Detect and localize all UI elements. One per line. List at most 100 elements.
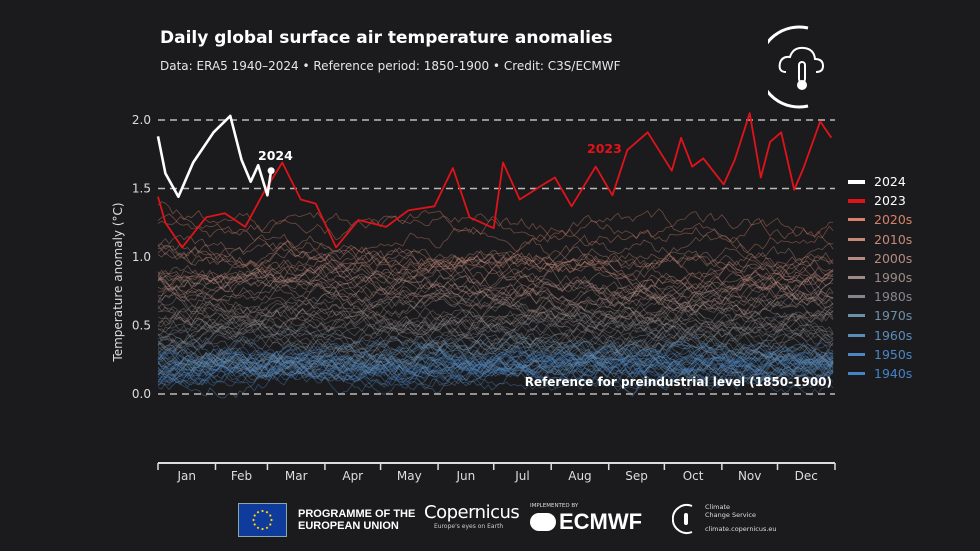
decade-line-1960s bbox=[157, 348, 834, 384]
decade-line-2020s bbox=[157, 201, 834, 253]
legend-item-2020s: 2020s bbox=[848, 210, 912, 229]
eu-star-icon bbox=[256, 511, 260, 514]
decade-line-1940s bbox=[157, 344, 834, 385]
legend-swatch bbox=[848, 352, 865, 356]
decade-lines bbox=[157, 201, 834, 399]
chart-subtitle: Data: ERA5 1940–2024 • Reference period:… bbox=[160, 59, 621, 73]
legend-label: 1970s bbox=[874, 308, 913, 324]
decade-line-2000s bbox=[157, 268, 834, 309]
x-tick-label-nov: Nov bbox=[738, 469, 761, 483]
x-tick-label-jun: Jun bbox=[456, 469, 476, 483]
decade-line-1980s bbox=[157, 313, 834, 351]
eu-star-icon bbox=[253, 514, 256, 517]
decade-line-1980s bbox=[157, 314, 834, 350]
decade-line-1950s bbox=[157, 348, 834, 386]
legend-item-1980s: 1980s bbox=[848, 287, 912, 306]
x-tick-label-feb: Feb bbox=[231, 469, 252, 483]
decade-line-1970s bbox=[157, 332, 834, 383]
decade-line-1990s bbox=[157, 292, 834, 333]
eu-star-icon bbox=[256, 526, 260, 529]
label-2023: 2023 bbox=[587, 141, 622, 156]
decade-line-1990s bbox=[157, 290, 834, 336]
ecmwf-symbol-icon bbox=[530, 513, 556, 531]
decade-line-1980s bbox=[157, 305, 834, 345]
y-tick-label: 1.5 bbox=[132, 182, 151, 196]
decade-line-1990s bbox=[157, 293, 834, 334]
decade-line-2010s bbox=[157, 228, 834, 283]
decade-line-2010s bbox=[157, 234, 834, 290]
decade-line-1970s bbox=[157, 334, 834, 381]
x-tick-label-mar: Mar bbox=[285, 469, 308, 483]
legend-label: 2023 bbox=[874, 193, 906, 209]
y-tick-label: 1.0 bbox=[132, 250, 151, 264]
decade-line-1950s bbox=[157, 346, 834, 385]
eu-star-icon bbox=[265, 511, 269, 514]
decade-line-1960s bbox=[157, 347, 834, 382]
legend: 2024 2023 2020s 2010s 2000s 1990s 1980s 1970s 19… bbox=[848, 172, 912, 383]
decade-line-1940s bbox=[157, 347, 834, 386]
copernicus-logo: Copernicus Europe's eyes on Earth bbox=[424, 502, 520, 530]
decade-line-1950s bbox=[157, 346, 834, 389]
decade-line-1980s bbox=[157, 313, 834, 360]
decade-line-1950s bbox=[157, 342, 834, 386]
decade-line-1940s bbox=[157, 340, 834, 392]
legend-item-1940s: 1940s bbox=[848, 364, 912, 383]
eu-star-icon bbox=[261, 527, 264, 531]
y-tick-label: 0.5 bbox=[132, 319, 151, 333]
eu-star-icon bbox=[253, 523, 256, 526]
decade-line-2000s bbox=[157, 266, 834, 311]
series-line-2023 bbox=[157, 112, 833, 249]
legend-item-1990s: 1990s bbox=[848, 268, 912, 287]
y-tick-label: 2.0 bbox=[132, 113, 151, 127]
decade-line-1970s bbox=[157, 334, 834, 381]
x-tick-label-sep: Sep bbox=[625, 469, 648, 483]
decade-line-1960s bbox=[157, 340, 834, 377]
x-tick-label-jul: Jul bbox=[514, 469, 529, 483]
legend-swatch bbox=[848, 314, 865, 318]
decade-line-1940s bbox=[157, 343, 834, 390]
decade-line-2020s bbox=[157, 210, 834, 253]
decade-line-1960s bbox=[157, 334, 834, 384]
decade-line-2000s bbox=[157, 265, 834, 305]
eu-star-icon bbox=[269, 514, 272, 517]
decade-line-1950s bbox=[157, 342, 834, 390]
legend-label: 1940s bbox=[874, 365, 913, 381]
decade-line-1990s bbox=[157, 291, 834, 334]
decade-line-1960s bbox=[157, 339, 834, 388]
legend-label: 1990s bbox=[874, 270, 913, 286]
label-2024: 2024 bbox=[258, 148, 293, 163]
x-tick-label-aug: Aug bbox=[568, 469, 591, 483]
decade-line-2000s bbox=[157, 267, 834, 313]
c3s-thermometer-icon bbox=[672, 504, 693, 534]
decade-line-1970s bbox=[157, 324, 834, 379]
decade-line-1980s bbox=[157, 312, 834, 361]
legend-item-2024: 2024 bbox=[848, 172, 912, 191]
legend-item-2010s: 2010s bbox=[848, 230, 912, 249]
eu-star-icon bbox=[265, 526, 269, 529]
reference-label: Reference for preindustrial level (1850-… bbox=[524, 375, 832, 389]
c3s-logo: Climate Change Service climate.copernicu… bbox=[672, 503, 777, 535]
decade-line-1940s bbox=[157, 346, 834, 390]
decade-line-1990s bbox=[157, 292, 834, 326]
decade-line-2010s bbox=[157, 248, 834, 291]
y-tick-label: 0.0 bbox=[132, 387, 151, 401]
eu-star-icon bbox=[261, 509, 264, 513]
decade-line-1960s bbox=[157, 344, 834, 387]
decade-line-1990s bbox=[157, 298, 834, 335]
legend-swatch bbox=[848, 295, 865, 299]
legend-swatch bbox=[848, 179, 865, 184]
legend-label: 2024 bbox=[874, 174, 906, 190]
climate-service-logo-icon bbox=[768, 25, 825, 109]
legend-item-2023: 2023 bbox=[848, 191, 912, 210]
eu-star-icon bbox=[270, 518, 273, 522]
eu-programme-line2: EUROPEAN UNION bbox=[298, 520, 399, 532]
decade-line-1970s bbox=[157, 322, 834, 360]
decade-line-1950s bbox=[157, 346, 834, 397]
decade-line-2010s bbox=[157, 242, 834, 276]
decade-line-1960s bbox=[157, 342, 834, 399]
decade-line-2010s bbox=[157, 245, 834, 292]
axes: 0.0 0.5 1.0 1.5 2.0 Jan Feb Mar Apr May Jun Jul Aug S… bbox=[132, 113, 836, 483]
eu-star-icon bbox=[269, 523, 272, 526]
legend-swatch bbox=[848, 333, 865, 337]
eu-star-icon bbox=[252, 518, 255, 522]
